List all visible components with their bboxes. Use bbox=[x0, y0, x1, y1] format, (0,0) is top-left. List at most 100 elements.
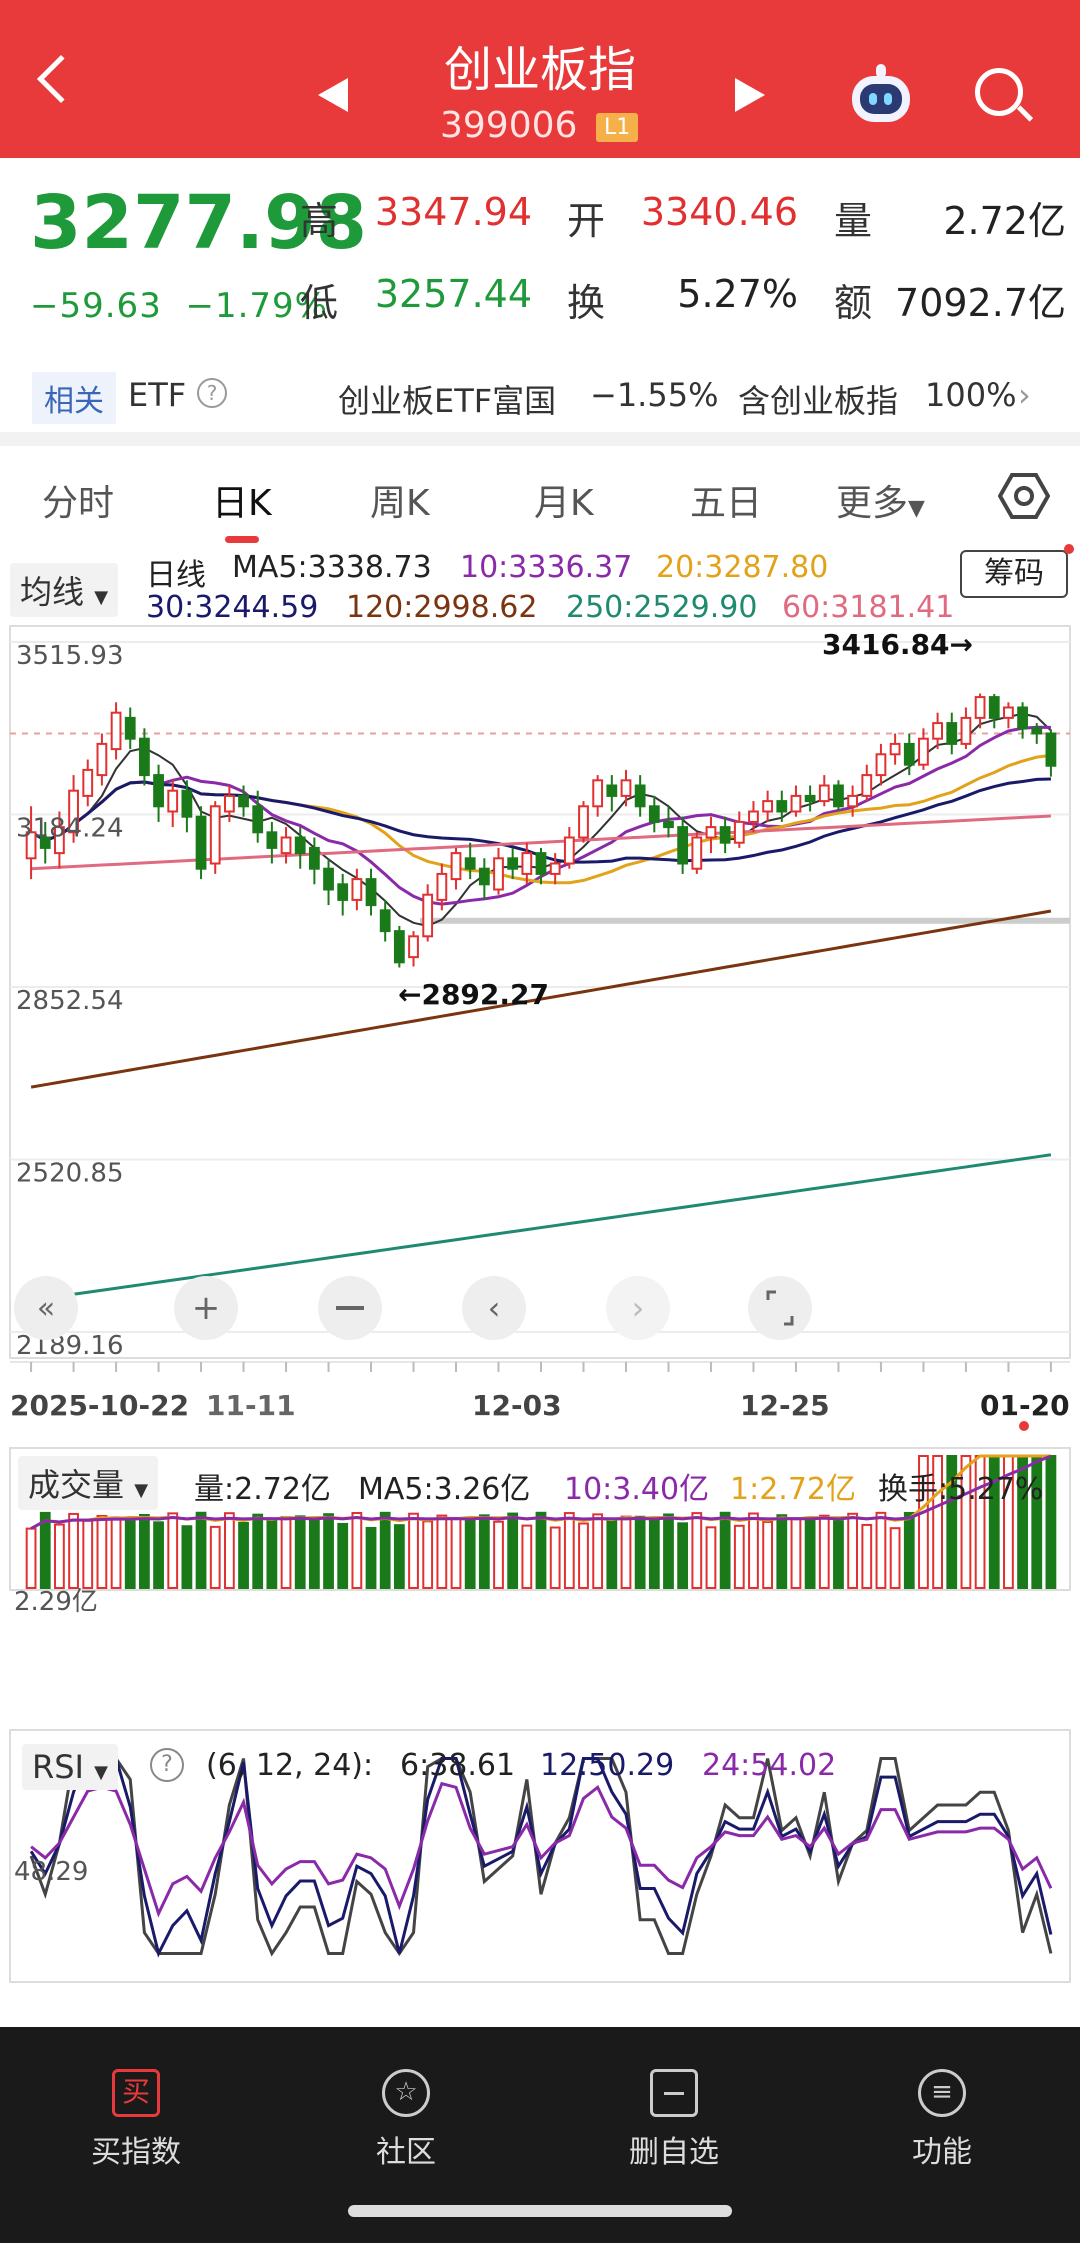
ma250-label: 250:2529.90 bbox=[566, 590, 758, 625]
nav-buy-index[interactable]: 买 买指数 bbox=[36, 2039, 236, 2171]
tab-more[interactable]: 更多▼ bbox=[836, 474, 925, 526]
date-label-1: 2025-10-22 bbox=[10, 1389, 189, 1422]
volume-ma10-line bbox=[30, 1454, 1052, 1530]
turnover-label: 换 bbox=[567, 281, 606, 325]
volume-bar bbox=[408, 1512, 419, 1590]
volume-bar bbox=[563, 1512, 575, 1589]
ma20-label: 20:3287.80 bbox=[656, 550, 829, 585]
price-grid bbox=[10, 641, 1070, 1333]
candlestick bbox=[82, 768, 94, 797]
buy-icon: 买 bbox=[112, 2069, 160, 2117]
volume-bar bbox=[776, 1514, 788, 1589]
settings-hexagon-icon[interactable] bbox=[998, 470, 1050, 522]
open-label: 开 bbox=[567, 199, 606, 243]
volume-bar bbox=[493, 1520, 504, 1589]
volume-bar bbox=[535, 1511, 547, 1589]
nav-remove-watchlist-label: 删自选 bbox=[629, 2135, 719, 2170]
scroll-right-button[interactable] bbox=[606, 1276, 670, 1340]
candlestick bbox=[408, 935, 419, 959]
info-icon[interactable]: ? bbox=[197, 378, 227, 408]
candlestick bbox=[223, 794, 235, 813]
rsi24-label: 24:54.02 bbox=[702, 1748, 837, 1783]
candlestick bbox=[960, 716, 972, 745]
robot-assistant-icon[interactable] bbox=[848, 64, 914, 124]
help-icon[interactable]: ? bbox=[150, 1748, 184, 1782]
candlestick bbox=[762, 800, 774, 813]
price-axis-label: 2852.54 bbox=[16, 986, 124, 1016]
volume-ma10-label: 10:3.40亿 bbox=[564, 1472, 710, 1507]
volume-bar bbox=[903, 1511, 915, 1589]
volume-bar bbox=[691, 1512, 703, 1590]
zoom-in-button[interactable] bbox=[174, 1276, 238, 1340]
tab-five-day[interactable]: 五日 bbox=[690, 483, 763, 524]
ma-selector-button[interactable]: 均线 ▼ bbox=[10, 563, 119, 617]
zoom-out-far-button[interactable] bbox=[14, 1276, 78, 1340]
candlestick bbox=[507, 857, 519, 870]
back-icon[interactable] bbox=[36, 54, 86, 104]
candlestick bbox=[988, 696, 1000, 719]
date-label-3: 12-03 bbox=[472, 1389, 562, 1422]
volume-bar bbox=[578, 1522, 589, 1589]
nav-functions[interactable]: ≡ 功能 bbox=[842, 2039, 1042, 2171]
previous-index-arrow-icon[interactable] bbox=[318, 78, 348, 112]
candlestick bbox=[450, 852, 462, 881]
nav-community[interactable]: ☆ 社区 bbox=[306, 2039, 506, 2171]
nav-functions-label: 功能 bbox=[912, 2135, 972, 2170]
volume-bar bbox=[252, 1513, 264, 1589]
volume-bars bbox=[25, 1455, 1057, 1590]
candlestick bbox=[1045, 732, 1057, 767]
volume-bar bbox=[337, 1522, 349, 1589]
candlestick bbox=[294, 836, 306, 855]
period-high-annotation: 3416.84→ bbox=[822, 628, 973, 661]
candlestick bbox=[563, 836, 575, 865]
search-icon[interactable] bbox=[975, 68, 1023, 116]
rsi6-line bbox=[29, 1757, 1053, 1957]
period-low-annotation: ←2892.27 bbox=[398, 978, 549, 1011]
rsi12-line bbox=[29, 1757, 1053, 1958]
period-tabs: 分时 日K 周K 月K 五日 更多▼ bbox=[0, 446, 1080, 546]
tab-monthly-k[interactable]: 月K bbox=[534, 483, 594, 524]
candlestick bbox=[365, 878, 377, 907]
ma-selector-label: 均线 bbox=[20, 573, 85, 611]
candlestick bbox=[139, 737, 150, 777]
candlestick bbox=[266, 831, 278, 849]
candlestick bbox=[889, 742, 901, 756]
volume-ma5-label: MA5:3.26亿 bbox=[358, 1472, 531, 1507]
home-indicator bbox=[348, 2205, 732, 2217]
tab-weekly-k[interactable]: 周K bbox=[370, 483, 430, 524]
volume-bar bbox=[365, 1526, 377, 1590]
volume-selector-button[interactable]: 成交量 ▼ bbox=[18, 1456, 159, 1510]
date-label-2: 11-11 bbox=[206, 1389, 296, 1422]
next-index-arrow-icon[interactable] bbox=[735, 78, 765, 112]
rsi-selector-label: RSI bbox=[32, 1748, 84, 1786]
volume-bar bbox=[422, 1520, 434, 1590]
nav-remove-watchlist[interactable]: 删自选 bbox=[574, 2039, 774, 2171]
fullscreen-button[interactable] bbox=[748, 1276, 812, 1340]
turnover-rate-label: 换手:5.27% bbox=[878, 1472, 1044, 1507]
tab-intraday[interactable]: 分时 bbox=[42, 483, 115, 524]
volume-bar bbox=[733, 1524, 745, 1590]
etf-name[interactable]: 创业板ETF富国 bbox=[338, 382, 557, 420]
volume-bar bbox=[663, 1513, 674, 1589]
tab-daily-k[interactable]: 日K bbox=[212, 483, 272, 524]
chips-distribution-button[interactable]: 筹码 bbox=[960, 550, 1068, 598]
volume-bar bbox=[450, 1516, 462, 1590]
caret-down-icon: ▼ bbox=[134, 1480, 149, 1501]
volume-ma1-label: 1:2.72亿 bbox=[730, 1472, 856, 1507]
quote-panel: 3277.98 −59.63 −1.79% 高 3347.94 低 3257.4… bbox=[0, 158, 1080, 348]
candlestick bbox=[280, 836, 292, 855]
scroll-left-button[interactable] bbox=[462, 1276, 526, 1340]
double-chevron-left-icon: « bbox=[37, 1291, 55, 1326]
candlestick bbox=[393, 930, 405, 964]
candlestick bbox=[748, 810, 759, 823]
contains-percent: 100% bbox=[925, 376, 1017, 414]
volume-bar bbox=[918, 1455, 929, 1589]
candlestick bbox=[974, 696, 986, 719]
related-etf-row[interactable]: 相关 ETF ? 创业板ETF富国 −1.55% 含创业板指 100% › bbox=[0, 352, 1080, 432]
caret-down-icon: ▼ bbox=[94, 1762, 108, 1783]
candlestick bbox=[634, 784, 646, 808]
high-label: 高 bbox=[300, 199, 339, 243]
rsi-selector-button[interactable]: RSI ▼ bbox=[22, 1744, 118, 1790]
candlestick bbox=[337, 883, 349, 901]
